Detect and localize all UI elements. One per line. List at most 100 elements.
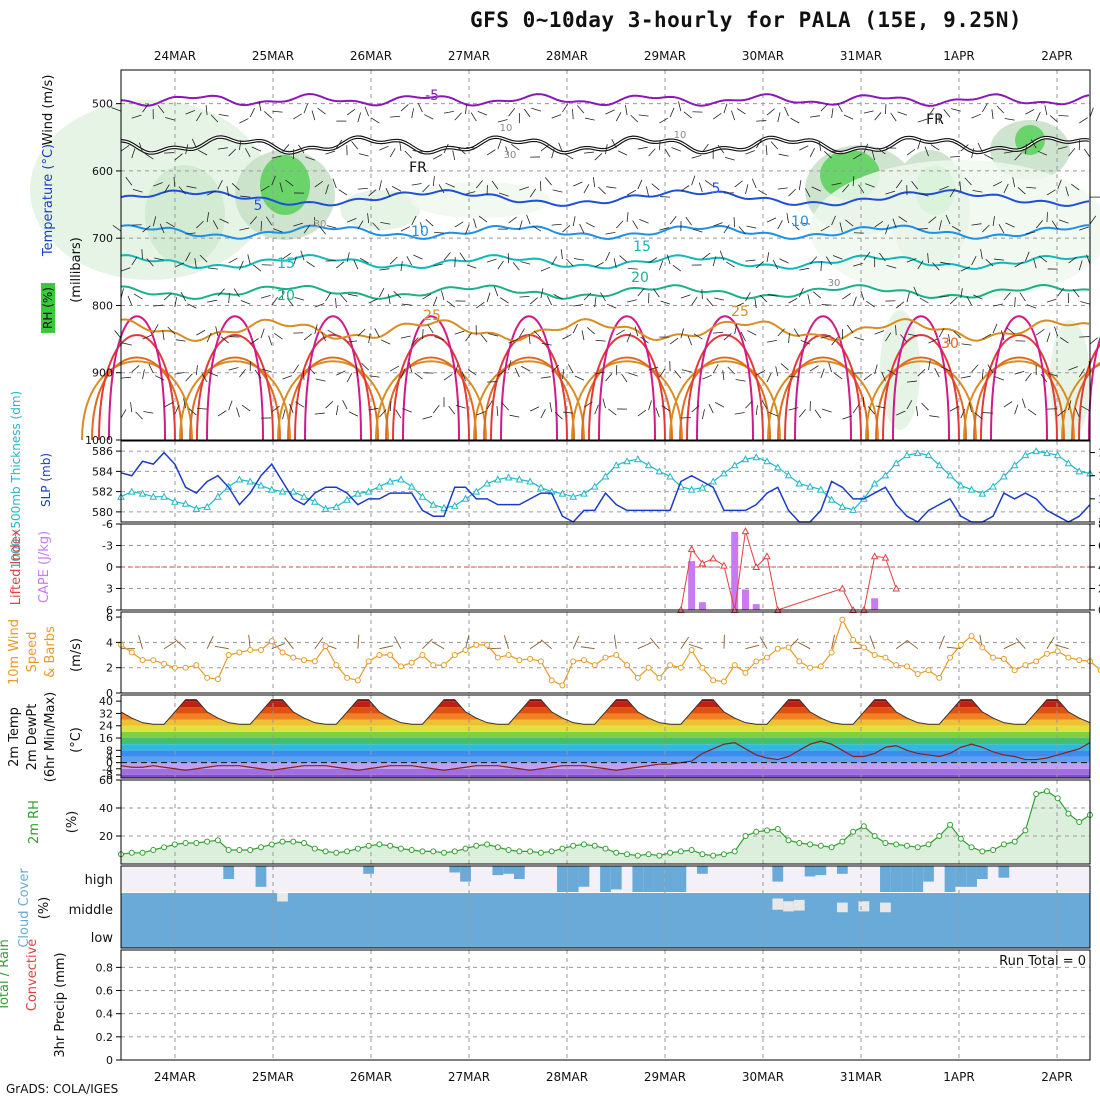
wind-barb [917, 228, 928, 230]
contour-warm-loop [189, 356, 281, 441]
wind-barb [185, 144, 189, 155]
wind-barb [188, 408, 197, 416]
wind-barb [843, 114, 854, 120]
thickness-line-marker [504, 473, 513, 481]
wind-barb [1079, 226, 1089, 231]
wind-barb [960, 144, 969, 152]
wind-barb [977, 142, 983, 153]
thickness-tick-label: 582 [92, 486, 113, 499]
wind-speed-line-marker [979, 644, 986, 651]
surface-wind-barb [580, 646, 595, 650]
wind-barb [445, 182, 455, 188]
wind-speed-line-marker [753, 658, 760, 665]
cloud-cover-panel [120, 865, 1091, 949]
wind-barb [466, 146, 477, 149]
wind-speed-line-marker [602, 654, 609, 661]
surface-wind-barb [906, 639, 919, 650]
wind-barb [486, 149, 496, 156]
rh2m-line-marker [451, 848, 458, 855]
wind-barb [249, 216, 258, 225]
wind-barb [379, 409, 387, 418]
wind-barb [1012, 177, 1016, 188]
high-cloud-bar [697, 866, 708, 874]
wind-barb [400, 335, 411, 339]
wind-speed-line-marker [236, 649, 243, 656]
wind-barb [798, 287, 804, 298]
wind-barb [661, 405, 671, 412]
wind-speed-line-marker [376, 652, 383, 659]
contour-temp-minus5 [120, 92, 1090, 107]
wind-barb [574, 375, 585, 381]
rh2m-line-marker [850, 828, 857, 835]
thickness-line-marker [590, 482, 599, 490]
wind-barb [153, 182, 163, 187]
wind-barb [1006, 327, 1015, 335]
wind-barb [411, 337, 419, 346]
precip-tick-label: 0.4 [96, 1008, 114, 1021]
wind-speed-line-marker [990, 654, 997, 661]
thickness-line-marker [203, 502, 211, 510]
wind-barb [1046, 189, 1056, 196]
wind-barb [713, 331, 724, 334]
wind-barb [1078, 368, 1085, 378]
surface-wind-barb [431, 641, 445, 650]
temp-color-band [121, 699, 1090, 702]
cape-bar [871, 598, 879, 610]
wind-speed-line-marker [257, 646, 264, 653]
wind-barb [268, 335, 273, 346]
wind-barb [282, 144, 290, 153]
wind-barb [163, 184, 170, 194]
wind-barb [971, 148, 975, 159]
wind-barb [236, 407, 240, 418]
wind-barb [220, 336, 229, 344]
contour-label: -5 [425, 88, 439, 104]
wind-speed-line-marker [247, 646, 254, 653]
wind-speed-line-marker [484, 641, 491, 648]
wind-barb [820, 225, 830, 232]
rh2m-line-marker [354, 845, 361, 852]
wind-barb [497, 260, 504, 270]
wind-barb [738, 226, 746, 235]
wind-barb [594, 152, 603, 161]
wind-barb [385, 187, 391, 198]
wind-barb [745, 259, 756, 262]
wind-speed-line-marker [387, 652, 394, 659]
wind-barb [196, 329, 206, 336]
wind-barb [1059, 337, 1069, 344]
rh2m-line-marker [150, 847, 157, 853]
wind-barb [731, 110, 736, 121]
rh2m-line-marker [591, 842, 598, 849]
rh2m-line-marker [365, 842, 372, 849]
wind-barb [539, 181, 542, 192]
wind-barb [402, 408, 412, 413]
wind-speed-line-marker [645, 664, 652, 671]
wind-speed-line-marker [688, 646, 695, 653]
wind-speed-line-marker [742, 669, 749, 676]
wind-barb [605, 144, 608, 155]
thickness-line-marker [1053, 451, 1062, 459]
wind-barb [498, 192, 509, 197]
lifted-index-axis-label: Lifted Index [9, 528, 24, 605]
wind-barb [939, 295, 950, 298]
thickness-line-marker [1043, 449, 1051, 457]
wind-barb [928, 107, 935, 117]
wind-barb [401, 303, 412, 306]
high-cloud-bar [901, 866, 913, 892]
surface-wind-barb [214, 645, 229, 650]
rh2m-line-marker [720, 851, 727, 858]
wind-barb [860, 290, 865, 301]
wind-barb [685, 216, 692, 226]
wind-barb [852, 153, 862, 160]
contour-warm-loop [287, 356, 379, 441]
wind-speed-line-marker [537, 658, 544, 665]
wind-barb [812, 291, 822, 299]
rh2m-line-marker [408, 847, 415, 853]
wind-speed-line-marker [333, 662, 340, 669]
thickness-line-marker [170, 497, 179, 505]
wind-speed-line-marker [796, 658, 803, 665]
wind-barb [818, 141, 822, 152]
wind-barb [621, 373, 628, 383]
wind-barb [475, 180, 483, 189]
wind-barb [292, 364, 300, 374]
temp-units-label: (°C) [69, 727, 84, 753]
